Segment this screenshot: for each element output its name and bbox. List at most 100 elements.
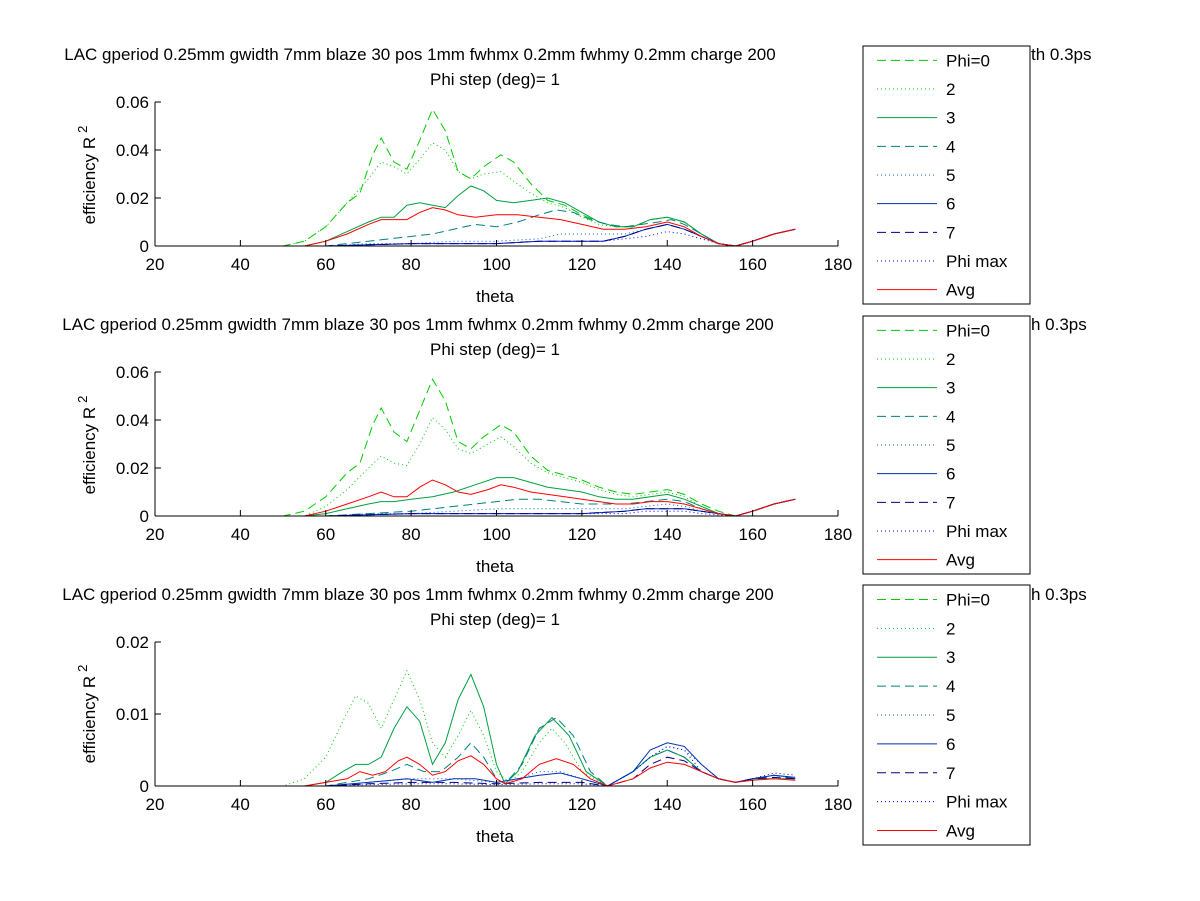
x-tick-label-2-6: 140 [653, 525, 681, 544]
x-tick-label-3-1: 40 [231, 795, 250, 814]
x-tick-label-2-5: 120 [568, 525, 596, 544]
x-tick-label-3-6: 140 [653, 795, 681, 814]
legend-label-3-6: 6 [946, 735, 955, 754]
chart-title-line1-1: LAC gperiod 0.25mm gwidth 7mm blaze 30 p… [64, 45, 775, 64]
series-line-1-4 [197, 209, 796, 247]
x-tick-label-1-6: 140 [653, 255, 681, 274]
series-line-1-2 [197, 142, 796, 247]
x-tick-label-1-5: 120 [568, 255, 596, 274]
legend-1: Phi=0 2 3 4 5 6 7 Phi max Avg [862, 45, 1031, 305]
x-tick-label-2-1: 40 [231, 525, 250, 544]
y-axis-label-2: efficiency R2 [75, 396, 99, 495]
y-tick-label-3-2: 0.02 [116, 633, 149, 652]
x-tick-label-3-0: 20 [146, 795, 165, 814]
x-tick-label-1-1: 40 [231, 255, 250, 274]
x-axis-label-3: theta [476, 827, 514, 846]
y-tick-label-3-1: 0.01 [116, 705, 149, 724]
x-tick-label-2-7: 160 [738, 525, 766, 544]
legend-label-1-8: Phi max [946, 252, 1008, 271]
chart-title-tail-3: h 0.3ps [1031, 585, 1087, 604]
subplot-2: 20 40 60 80 100 120 140 160 180 0 0.02 0.04 0.06 LAC… [62, 315, 1086, 576]
x-tick-label-3-4: 100 [482, 795, 510, 814]
plot-area-3: 20 40 60 80 100 120 140 160 180 0 0.01 0.02 [116, 633, 852, 814]
x-tick-label-3-7: 160 [738, 795, 766, 814]
x-axis-label-2: theta [476, 557, 514, 576]
plot-area-2: 20 40 60 80 100 120 140 160 180 0 0.02 0.04 0.06 [116, 363, 852, 544]
plot-area-1: 20 40 60 80 100 120 140 160 180 0 0.02 0.04 0.06 [116, 93, 852, 274]
legend-label-2-9: Avg [946, 551, 975, 570]
y-axis-label-sup-1: 2 [75, 126, 90, 133]
x-tick-label-3-2: 60 [316, 795, 335, 814]
series-line-3-9 [197, 755, 796, 787]
chart-title-line2-1: Phi step (deg)= 1 [430, 70, 560, 89]
legend-label-3-8: Phi max [946, 793, 1008, 812]
legend-label-1-4: 4 [946, 137, 955, 156]
y-tick-label-2-0: 0 [140, 507, 149, 526]
series-line-1-9 [197, 207, 796, 247]
x-tick-label-3-8: 180 [824, 795, 852, 814]
x-tick-label-1-7: 160 [738, 255, 766, 274]
legend-box-3 [862, 584, 1031, 846]
legend-label-1-7: 7 [946, 223, 955, 242]
series-line-2-7 [197, 498, 796, 517]
legend-label-2-7: 7 [946, 493, 955, 512]
x-tick-label-2-2: 60 [316, 525, 335, 544]
y-axis-label-sup-3: 2 [75, 665, 90, 672]
legend-label-1-2: 2 [946, 80, 955, 99]
chart-title-line1-2: LAC gperiod 0.25mm gwidth 7mm blaze 30 p… [62, 315, 773, 334]
legend-label-1-3: 3 [946, 109, 955, 128]
legend-label-3-7: 7 [946, 764, 955, 783]
x-tick-label-1-4: 100 [482, 255, 510, 274]
legend-label-3-5: 5 [946, 706, 955, 725]
chart-title-line2-3: Phi step (deg)= 1 [430, 610, 560, 629]
y-tick-label-1-2: 0.04 [116, 141, 149, 160]
legend-label-2-3: 3 [946, 379, 955, 398]
legend-label-2-2: 2 [946, 350, 955, 369]
x-tick-label-2-4: 100 [482, 525, 510, 544]
subplot-1: 20 40 60 80 100 120 140 160 180 0 0.02 0.04 0.06 LAC… [64, 45, 1091, 306]
y-tick-label-2-3: 0.06 [116, 363, 149, 382]
subplot-3: 20 40 60 80 100 120 140 160 180 0 0.01 0.02 LAC gpe… [62, 585, 1086, 846]
x-tick-label-3-3: 80 [402, 795, 421, 814]
y-tick-label-1-1: 0.02 [116, 189, 149, 208]
chart-title-tail-1: th 0.3ps [1031, 45, 1092, 64]
legend-label-2-6: 6 [946, 465, 955, 484]
x-tick-label-1-8: 180 [824, 255, 852, 274]
y-tick-label-2-1: 0.02 [116, 459, 149, 478]
x-tick-label-2-8: 180 [824, 525, 852, 544]
x-tick-label-2-0: 20 [146, 525, 165, 544]
x-tick-label-1-0: 20 [146, 255, 165, 274]
x-axis-label-1: theta [476, 287, 514, 306]
y-axis-label-sup-2: 2 [75, 396, 90, 403]
legend-box-1 [862, 45, 1031, 305]
chart-title-tail-2: h 0.3ps [1031, 315, 1087, 334]
legend-box-2 [862, 315, 1031, 575]
y-axis-label-3: efficiency R2 [75, 665, 99, 764]
series-line-2-1 [197, 378, 796, 517]
series-line-2-3 [197, 477, 796, 517]
x-tick-label-1-2: 60 [316, 255, 335, 274]
chart-title-line1-3: LAC gperiod 0.25mm gwidth 7mm blaze 30 p… [62, 585, 773, 604]
legend-3: Phi=0 2 3 4 5 6 7 Phi max Avg [862, 584, 1031, 846]
x-tick-label-2-3: 80 [402, 525, 421, 544]
y-tick-label-1-3: 0.06 [116, 93, 149, 112]
series-line-2-9 [197, 479, 796, 517]
legend-label-1-1: Phi=0 [946, 51, 990, 70]
y-tick-label-3-0: 0 [140, 777, 149, 796]
legend-label-3-4: 4 [946, 677, 955, 696]
y-tick-label-2-2: 0.04 [116, 411, 149, 430]
legend-label-1-5: 5 [946, 166, 955, 185]
legend-label-3-1: Phi=0 [946, 590, 990, 609]
x-tick-label-3-5: 120 [568, 795, 596, 814]
legend-label-2-1: Phi=0 [946, 321, 990, 340]
legend-label-1-6: 6 [946, 195, 955, 214]
legend-label-1-9: Avg [946, 281, 975, 300]
legend-2: Phi=0 2 3 4 5 6 7 Phi max Avg [862, 315, 1031, 575]
chart-title-line2-2: Phi step (deg)= 1 [430, 340, 560, 359]
legend-label-2-8: Phi max [946, 522, 1008, 541]
legend-label-2-5: 5 [946, 436, 955, 455]
legend-label-3-2: 2 [946, 619, 955, 638]
x-tick-label-1-3: 80 [402, 255, 421, 274]
legend-label-3-3: 3 [946, 648, 955, 667]
